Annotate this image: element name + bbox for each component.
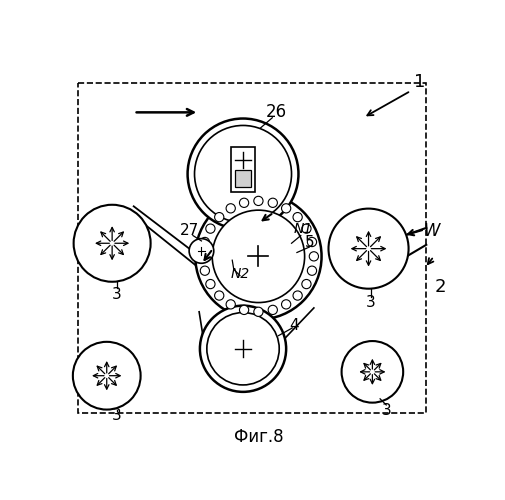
Bar (78, 83, 426, 412)
Circle shape (309, 252, 319, 261)
Circle shape (212, 210, 305, 302)
Text: N1: N1 (293, 222, 313, 236)
Text: 3: 3 (366, 295, 376, 310)
Circle shape (198, 252, 208, 261)
Text: 26: 26 (266, 104, 287, 122)
Circle shape (200, 238, 210, 246)
Text: N2: N2 (230, 267, 249, 281)
Circle shape (226, 204, 235, 213)
Circle shape (73, 342, 140, 409)
Circle shape (239, 306, 248, 314)
Circle shape (254, 196, 263, 205)
Circle shape (206, 224, 215, 233)
Circle shape (254, 307, 263, 316)
Circle shape (293, 212, 302, 222)
Text: W: W (423, 222, 440, 240)
Circle shape (74, 205, 150, 282)
Circle shape (281, 204, 291, 213)
Circle shape (200, 266, 210, 276)
Circle shape (239, 198, 248, 207)
Circle shape (302, 280, 311, 288)
Circle shape (308, 266, 317, 276)
Text: 3: 3 (112, 288, 122, 302)
Text: 3: 3 (381, 403, 391, 418)
Circle shape (328, 208, 409, 288)
Text: Фиг.8: Фиг.8 (234, 428, 283, 446)
Circle shape (293, 291, 302, 300)
Text: 1: 1 (415, 72, 426, 90)
Bar (235, 170, 250, 187)
Circle shape (302, 224, 311, 233)
Circle shape (189, 238, 214, 264)
Text: 5: 5 (305, 235, 314, 250)
Circle shape (206, 280, 215, 288)
Circle shape (341, 341, 403, 402)
Circle shape (187, 118, 298, 230)
Circle shape (226, 300, 235, 309)
Circle shape (195, 193, 322, 320)
Circle shape (200, 306, 286, 392)
Circle shape (281, 300, 291, 309)
Circle shape (215, 212, 224, 222)
Text: 27: 27 (180, 224, 199, 238)
Text: 2: 2 (434, 278, 446, 296)
Circle shape (215, 291, 224, 300)
Circle shape (268, 306, 277, 314)
Text: 4: 4 (289, 318, 298, 333)
Circle shape (308, 238, 317, 246)
Bar (231, 147, 255, 192)
Text: 3: 3 (112, 408, 122, 423)
Circle shape (268, 198, 277, 207)
